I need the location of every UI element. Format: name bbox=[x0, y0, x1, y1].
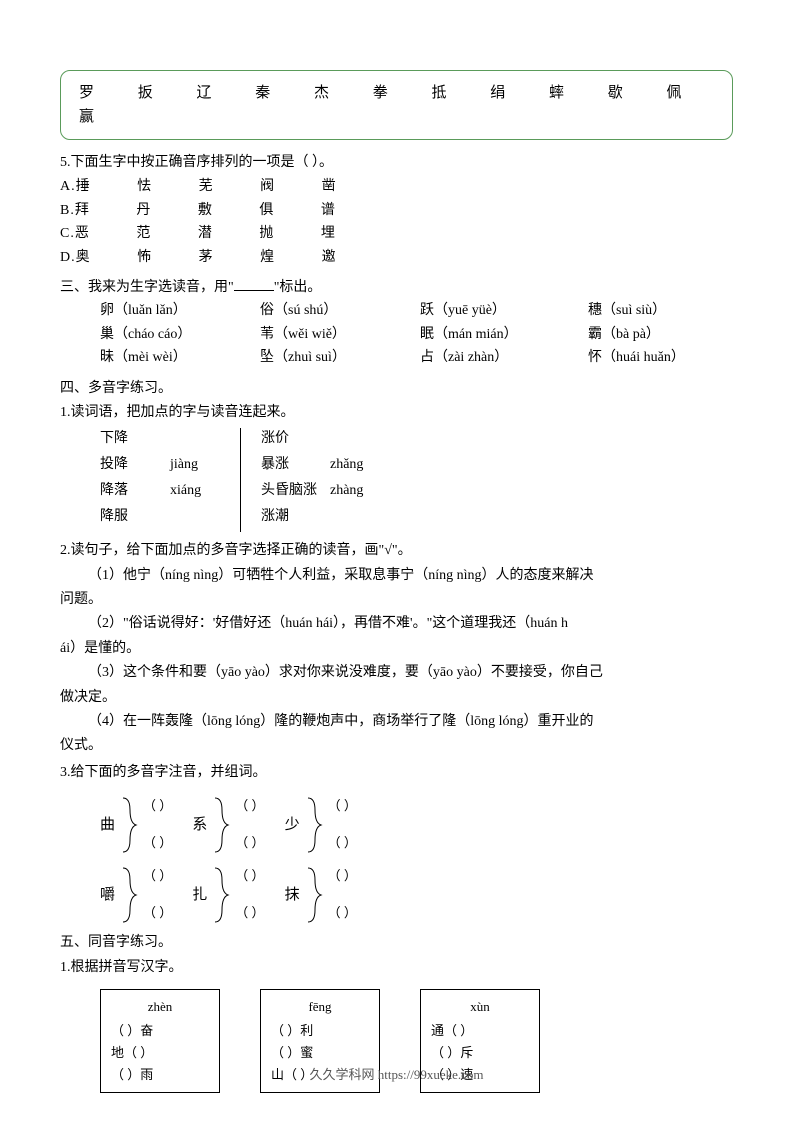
q5-opt-c: C.恶 范 潜 抛 埋 bbox=[60, 223, 733, 245]
s3-row-3: 昧（mèi wèi） 坠（zhuì suì） 占（zài zhàn） 怀（huá… bbox=[60, 347, 733, 369]
brace-icon bbox=[115, 866, 141, 924]
slot: （ ） bbox=[143, 833, 172, 854]
bracket-row-1: 曲 （ ）（ ） 系 （ ）（ ） 少 （ ）（ ） bbox=[100, 796, 733, 854]
s4-q2-s3b: 做决定。 bbox=[60, 687, 733, 709]
brace-icon bbox=[300, 796, 326, 854]
s3-title-a: 三、我来为生字选读音，用" bbox=[60, 280, 234, 295]
slot: （ ） bbox=[143, 866, 172, 887]
slot: （ ） bbox=[328, 796, 357, 817]
bracket-unit-mo: 抹 （ ）（ ） bbox=[285, 866, 357, 924]
bracket-row-2: 嚼 （ ）（ ） 扎 （ ）（ ） 抹 （ ）（ ） bbox=[100, 866, 733, 924]
slot: （ ） bbox=[235, 833, 264, 854]
slot: （ ） bbox=[328, 866, 357, 887]
s3-row-2: 巢（cháo cáo） 苇（wěi wiě） 眠（mán mián） 霸（bà … bbox=[60, 324, 733, 346]
s4-q1-stem: 1.读词语，把加点的字与读音连起来。 bbox=[60, 402, 733, 424]
brace-icon bbox=[207, 796, 233, 854]
slot: （ ） bbox=[143, 796, 172, 817]
link-right-words: 涨价 暴涨 头昏脑涨 涨潮 bbox=[240, 428, 330, 532]
brace-icon bbox=[207, 866, 233, 924]
q5-opt-b: B.拜 丹 敷 俱 谱 bbox=[60, 200, 733, 222]
underline-blank bbox=[234, 277, 274, 291]
bracket-unit-xi: 系 （ ）（ ） bbox=[192, 796, 264, 854]
q5-opt-a: A.捶 怯 芜 阀 凿 bbox=[60, 176, 733, 198]
section-3: 三、我来为生字选读音，用" "标出。 bbox=[60, 277, 733, 299]
bracket-unit-qu: 曲 （ ）（ ） bbox=[100, 796, 172, 854]
bracket-unit-zha: 扎 （ ）（ ） bbox=[192, 866, 264, 924]
s3-row-1: 卵（luǎn lǎn） 俗（sú shú） 跃（yuē yüè） 穗（suì s… bbox=[60, 300, 733, 322]
s4-q2-s4a: （4）在一阵轰隆（lōng lóng）隆的鞭炮声中，商场举行了隆（lōng ló… bbox=[60, 711, 733, 733]
bracket-unit-jiao: 嚼 （ ）（ ） bbox=[100, 866, 172, 924]
q5-stem: 5.下面生字中按正确音序排列的一项是（ ）。 bbox=[60, 152, 733, 174]
slot: （ ） bbox=[235, 903, 264, 924]
s4-q2-s2a: （2）"俗话说得好：'好借好还（huán hái），再借不难'。"这个道理我还（… bbox=[60, 613, 733, 635]
s4-q2-s3a: （3）这个条件和要（yāo yào）求对你来说没难度，要（yāo yào）不要接… bbox=[60, 662, 733, 684]
link-left-words: 下降 投降 降落 降服 bbox=[100, 428, 170, 532]
slot: （ ） bbox=[235, 866, 264, 887]
slot: （ ） bbox=[235, 796, 264, 817]
bracket-unit-shao: 少 （ ）（ ） bbox=[285, 796, 357, 854]
s4-q2-s4b: 仪式。 bbox=[60, 735, 733, 757]
section-4-title: 四、多音字练习。 bbox=[60, 378, 733, 400]
s4-q2-stem: 2.读句子，给下面加点的多音字选择正确的读音，画"√"。 bbox=[60, 540, 733, 562]
footer-text: 久久学科网 https://99xueke.com bbox=[0, 1065, 793, 1086]
char-list: 罗 扳 辽 秦 杰 拳 抵 绢 蟀 歇 佩 赢 bbox=[79, 85, 702, 125]
q5-opt-d: D.奥 怖 茅 煌 邀 bbox=[60, 247, 733, 269]
brace-icon bbox=[115, 796, 141, 854]
slot: （ ） bbox=[328, 903, 357, 924]
s4-q2-s2b: ái）是懂的。 bbox=[60, 638, 733, 660]
slot: （ ） bbox=[328, 833, 357, 854]
link-left-pinyin: jiàng xiáng bbox=[170, 428, 240, 532]
section-5-title: 五、同音字练习。 bbox=[60, 932, 733, 954]
link-right-pinyin: zhǎng zhàng bbox=[330, 428, 400, 532]
character-box: 罗 扳 辽 秦 杰 拳 抵 绢 蟀 歇 佩 赢 bbox=[60, 70, 733, 140]
brace-icon bbox=[300, 866, 326, 924]
s4-q2-s1b: 问题。 bbox=[60, 589, 733, 611]
s4-q2-s1a: （1）他宁（níng nìng）可牺牲个人利益，采取息事宁（níng nìng）… bbox=[60, 565, 733, 587]
link-table: 下降 投降 降落 降服 jiàng xiáng 涨价 暴涨 头昏脑涨 涨潮 zh… bbox=[100, 428, 733, 532]
s4-q3-stem: 3.给下面的多音字注音，并组词。 bbox=[60, 762, 733, 784]
s3-title-b: "标出。 bbox=[274, 280, 322, 295]
slot: （ ） bbox=[143, 903, 172, 924]
s5-q1-stem: 1.根据拼音写汉字。 bbox=[60, 957, 733, 979]
